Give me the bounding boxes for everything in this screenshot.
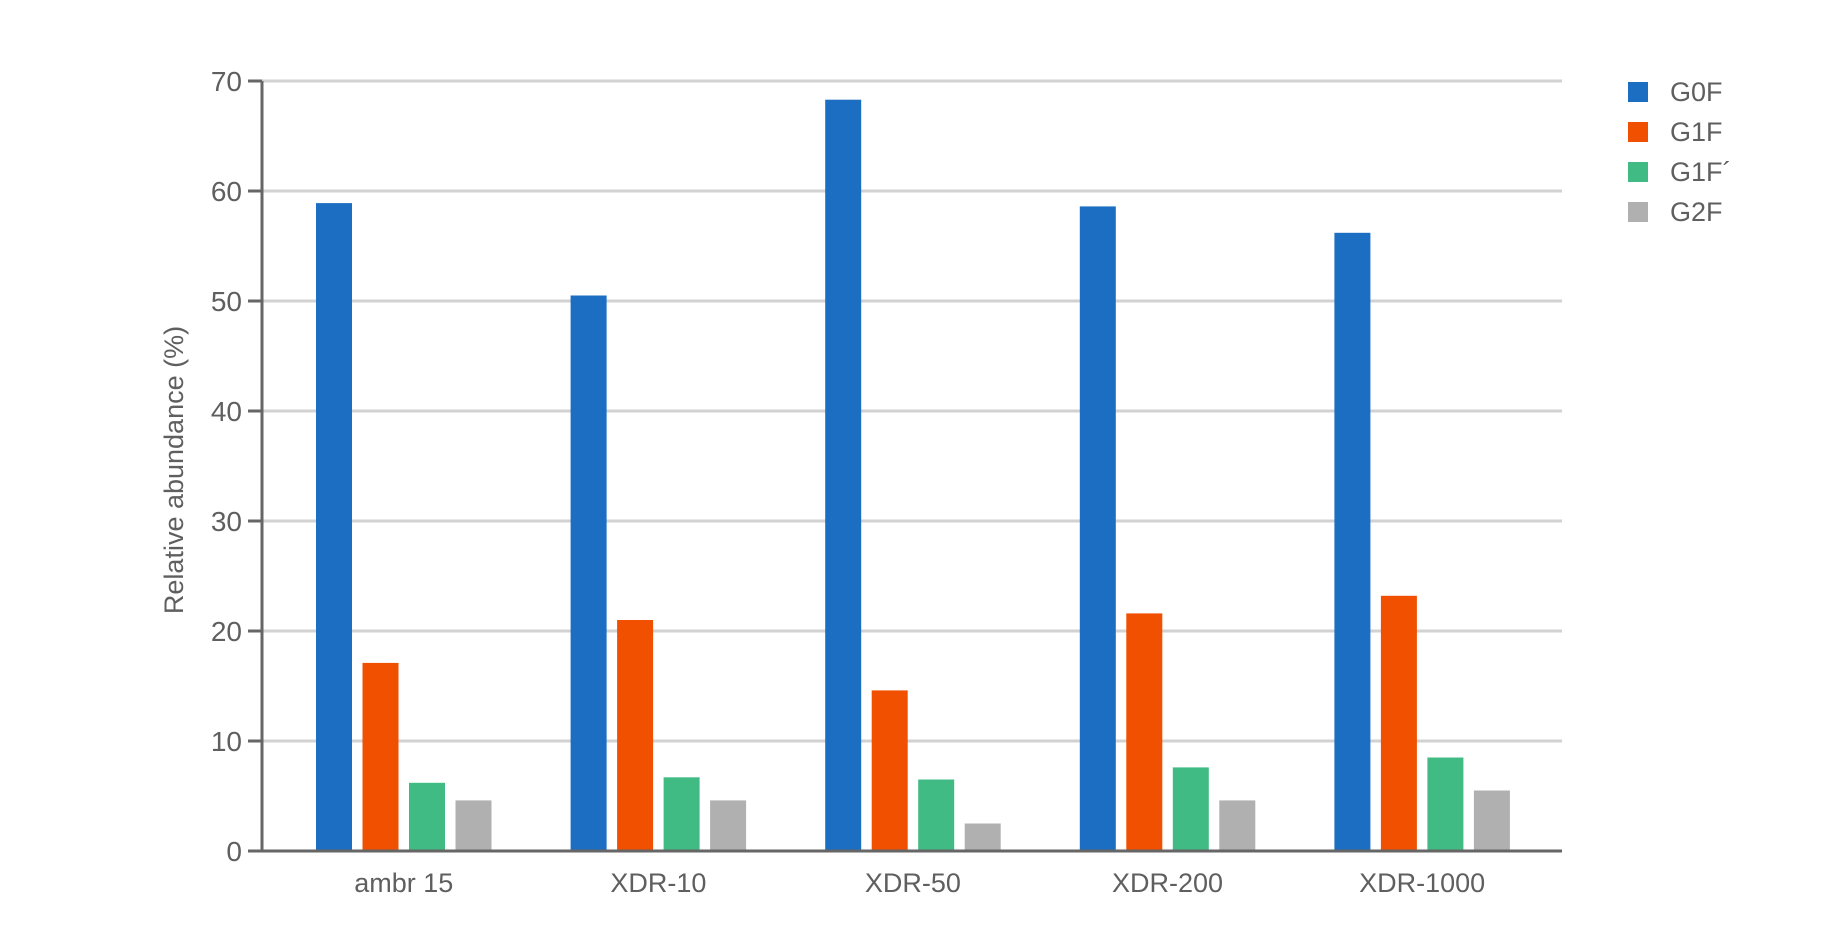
x-axis-labels: ambr 15 XDR-10 XDR-50 XDR-200 XDR-1000 [354, 868, 1485, 898]
legend-label: G1F [1670, 116, 1723, 147]
legend-swatch [1628, 82, 1648, 102]
bar-g1f [409, 782, 445, 851]
bar-g1f [663, 777, 700, 851]
bar-g0f [1334, 232, 1371, 852]
x-tick-label: XDR-1000 [1359, 868, 1485, 898]
bar-g2f [1473, 790, 1510, 851]
axes [248, 81, 1562, 853]
y-tick-label: 10 [211, 726, 242, 757]
legend-label: G0F [1670, 76, 1723, 107]
bar-g1f [918, 779, 955, 851]
y-tick-label: 30 [211, 506, 242, 537]
bar-g1f [362, 662, 399, 851]
y-axis-label: Relative abundance (%) [159, 326, 189, 614]
legend-label: G2F [1670, 196, 1723, 227]
bar-g1f [1126, 613, 1163, 851]
bar-g2f [455, 800, 492, 851]
y-axis-ticks: 0 10 20 30 40 50 60 70 [211, 66, 262, 867]
bar-g1f [1427, 757, 1464, 851]
x-tick-label: XDR-10 [610, 868, 706, 898]
y-tick-label: 20 [211, 616, 242, 647]
x-tick-label: ambr 15 [354, 868, 453, 898]
bar-group [1334, 232, 1510, 852]
bar-g2f [710, 800, 747, 851]
gridlines [262, 79, 1562, 743]
bar-g2f [1219, 800, 1256, 851]
legend-item: G1F´ [1628, 152, 1732, 192]
bar-group [825, 99, 1001, 851]
bar-g1f [1172, 767, 1209, 851]
legend-swatch [1628, 122, 1648, 142]
bar-g0f [316, 203, 352, 852]
bar-g0f [570, 295, 607, 851]
y-tick-label: 70 [211, 66, 242, 97]
chart-legend: G0F G1F G1F´ G2F [1628, 72, 1732, 232]
bar-group [1079, 206, 1256, 851]
x-tick-label: XDR-200 [1112, 868, 1223, 898]
y-tick-label: 40 [211, 396, 242, 427]
bar-g1f [871, 690, 908, 851]
y-tick-label: 60 [211, 176, 242, 207]
bar-series [316, 99, 1510, 852]
legend-swatch [1628, 162, 1648, 182]
bar-g2f [964, 823, 1001, 851]
bar-group [570, 295, 747, 851]
bar-g1f [617, 620, 654, 851]
y-tick-label: 0 [226, 836, 242, 867]
bar-g0f [1079, 206, 1116, 851]
bar-g1f [1380, 595, 1417, 851]
y-tick-label: 50 [211, 286, 242, 317]
legend-item: G2F [1628, 192, 1732, 232]
legend-swatch [1628, 202, 1648, 222]
x-tick-label: XDR-50 [865, 868, 961, 898]
bar-group [316, 203, 492, 852]
legend-item: G0F [1628, 72, 1732, 112]
legend-label: G1F´ [1670, 156, 1732, 187]
legend-item: G1F [1628, 112, 1732, 152]
bar-g0f [825, 99, 862, 851]
